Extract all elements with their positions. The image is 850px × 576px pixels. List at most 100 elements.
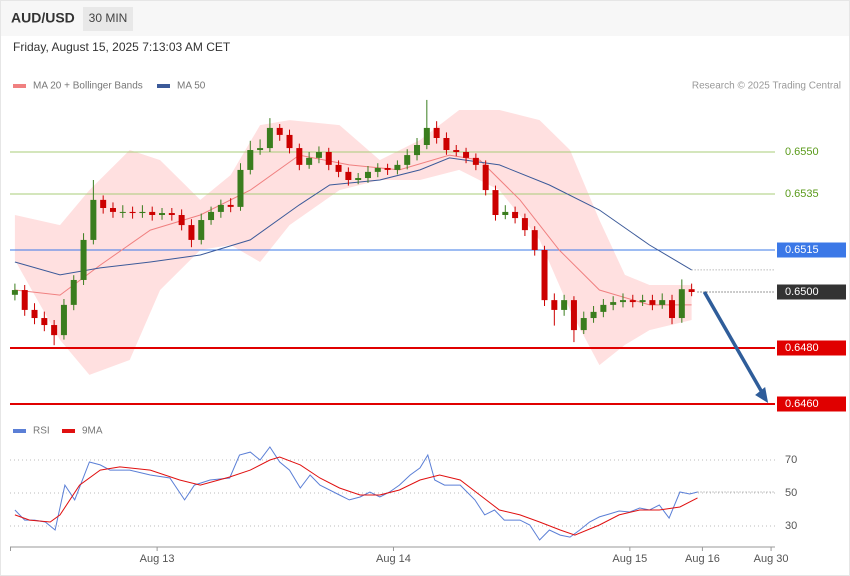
candle-body [580,318,587,331]
candle-body [178,215,185,226]
candle-body [384,167,391,170]
header-bar [1,1,849,36]
candle-body [502,211,509,215]
candle-body [208,211,215,221]
candle-body [649,300,656,305]
candle-body [364,171,371,179]
candle-body [188,225,195,240]
candle-body [678,289,685,319]
legend-swatch [13,84,26,88]
x-tick-label: Aug 16 [685,553,720,565]
candle-body [590,311,597,319]
level-box [777,340,846,356]
candle-body [100,199,107,208]
candle-body [472,157,479,165]
candle-body [355,178,362,180]
candle-body [463,152,470,158]
candle-body [610,302,617,305]
legend-label: MA 20 + Bollinger Bands [33,81,143,92]
candle-body [11,290,18,295]
candle-body [443,138,450,151]
candle-body [404,155,411,165]
candle-body [629,300,636,303]
x-tick-label: Aug 13 [140,553,175,565]
y-tick-label: 30 [785,520,797,532]
candle-body [227,204,234,207]
level-label: 0.6480 [785,342,819,354]
candle-body [512,211,519,219]
candle-body [266,127,273,149]
candle-body [306,157,313,165]
symbol: AUD/USD [11,10,75,26]
x-tick-label: Aug 30 [754,553,789,565]
level-box [777,396,846,412]
ma-line [14,154,692,306]
legend-swatch [157,84,170,88]
level-label: 0.6515 [785,244,819,256]
candle-body [119,211,126,213]
legend-label: RSI [33,426,50,437]
candle-body [531,230,538,250]
candle-body [492,190,499,215]
candle-body [669,300,676,319]
candle-body [453,150,460,152]
candle-body [149,211,156,215]
candle-body [659,300,666,305]
bollinger-band [14,110,692,375]
candle-body [561,300,568,310]
candle-body [335,164,342,172]
level-label: 0.6550 [785,146,819,158]
candle-body [70,279,77,305]
level-label: 0.6460 [785,398,819,410]
candle-body [257,148,264,151]
candle-body [600,304,607,312]
candle-body [139,211,146,214]
level-label: 0.6500 [785,286,819,298]
candle-body [129,211,136,214]
candle-body [688,289,695,292]
x-tick-label: Aug 15 [612,553,647,565]
timestamp: Friday, August 15, 2025 7:13:03 AM CET [13,40,231,54]
legend-swatch [13,429,26,433]
candle-body [482,164,489,191]
forecast-arrowhead [755,387,769,403]
candle-body [570,300,577,331]
level-box [777,242,846,258]
interval: 30 MIN [89,11,128,25]
candle-body [423,127,430,145]
candle-body [80,239,87,280]
candle-body [109,208,116,212]
candle-body [619,300,626,303]
candle-body [345,171,352,180]
candle-body [394,164,401,170]
candle-body [315,152,322,158]
candle-body [159,213,166,215]
candle-body [433,127,440,138]
candle-body [296,148,303,165]
x-tick-label: Aug 14 [376,553,411,565]
candle-body [237,169,244,207]
candle-body [276,127,283,135]
interval-badge [83,7,133,31]
candle-body [286,134,293,149]
candle-body [90,199,97,240]
candle-body [21,290,28,310]
level-box [777,284,846,300]
candle-body [60,304,67,336]
y-tick-label: 50 [785,487,797,499]
candle-body [217,204,224,212]
candle-body [247,150,254,170]
y-tick-label: 70 [785,454,797,466]
candle-body [51,325,58,336]
forecast-arrow [702,291,766,397]
credit: Research © 2025 Trading Central [692,81,841,92]
level-label: 0.6535 [785,188,819,200]
candle-body [168,213,175,215]
candle-body [374,167,381,172]
rsi-line [14,446,698,541]
candle-body [198,220,205,240]
legend-label: 9MA [82,426,103,437]
candle-body [541,250,548,301]
rsi-line [14,456,698,536]
